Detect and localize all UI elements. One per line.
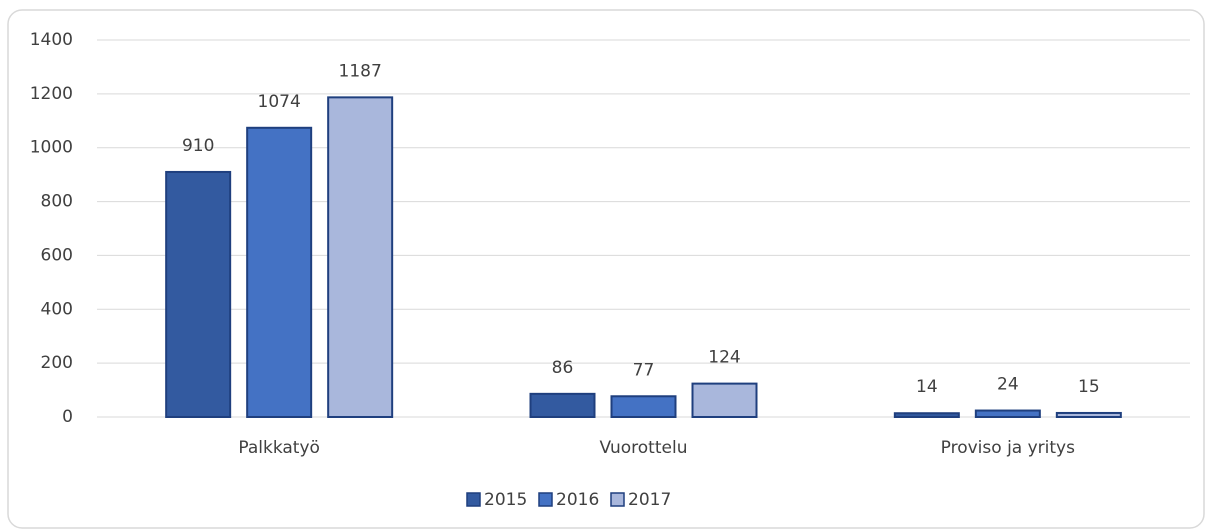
data-label: 910 [182,136,214,156]
bar [974,409,1041,418]
legend-label: 2017 [628,490,671,510]
data-label: 86 [552,358,574,378]
data-label: 1187 [339,61,382,81]
bar [1055,411,1122,419]
bar [691,382,758,419]
legend-swatch [610,492,625,507]
x-tick-label: Proviso ja yritys [941,438,1075,458]
y-tick-label: 800 [41,192,73,212]
data-label: 1074 [258,92,301,112]
bar [610,395,677,419]
y-tick-label: 1400 [30,30,73,50]
data-label: 14 [916,377,938,397]
y-tick-label: 200 [41,353,73,373]
legend-swatch [466,492,481,507]
y-tick-label: 1000 [30,138,73,158]
data-label: 15 [1078,377,1100,397]
y-tick-label: 1200 [30,84,73,104]
legend-label: 2016 [556,490,599,510]
bar [246,126,313,418]
bar [893,412,960,419]
bar [529,392,596,419]
y-tick-label: 0 [62,407,73,427]
legend-swatch [538,492,553,507]
bar [327,96,394,419]
legend-label: 2015 [484,490,527,510]
y-tick-label: 600 [41,245,73,265]
data-label: 77 [633,360,655,380]
y-tick-label: 400 [41,299,73,319]
x-tick-label: Palkkatyö [238,438,320,458]
data-label: 24 [997,375,1019,395]
data-label: 124 [708,348,740,368]
bar [165,170,232,418]
x-tick-label: Vuorottelu [600,438,688,458]
